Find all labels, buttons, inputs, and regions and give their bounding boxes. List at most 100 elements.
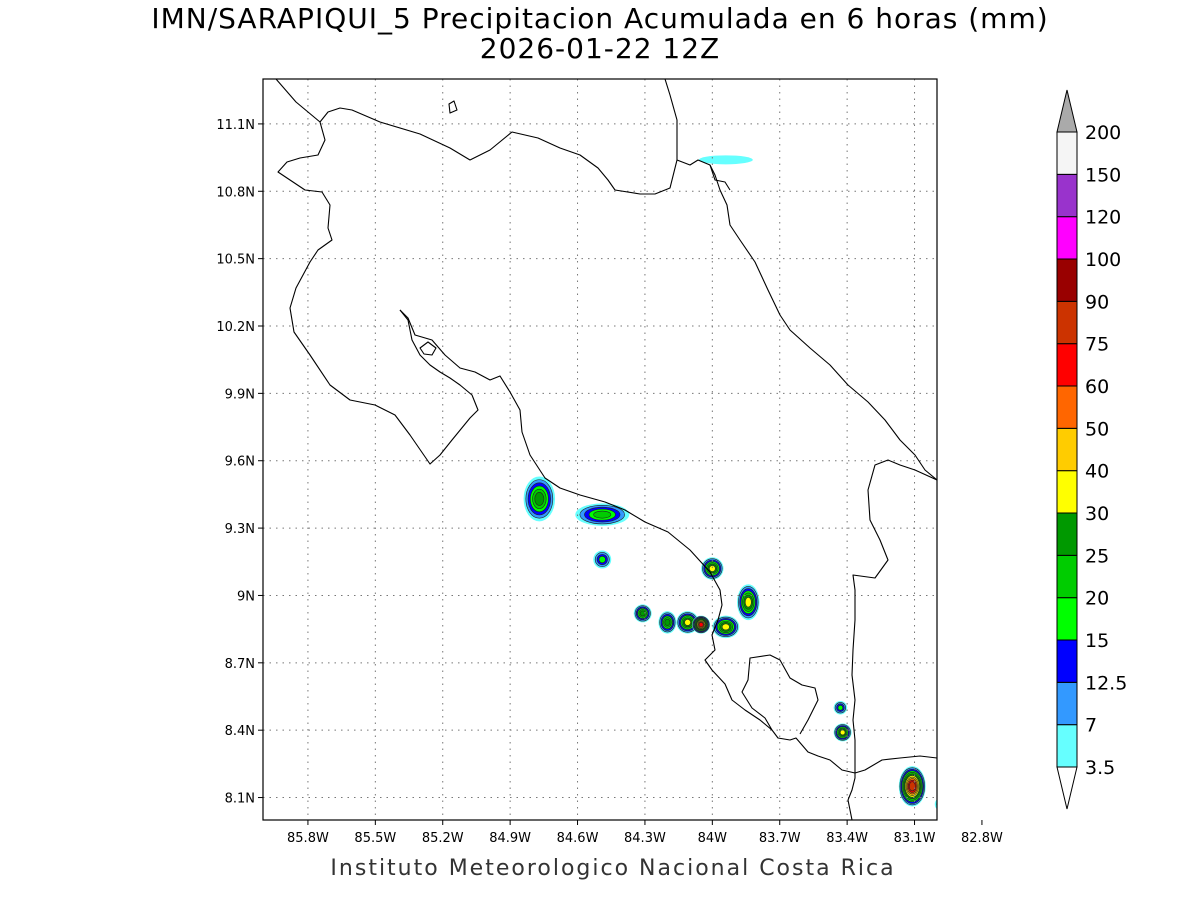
lon-tick-label: 83.7W bbox=[759, 831, 801, 846]
colorbar-swatch bbox=[1056, 512, 1078, 556]
colorbar-level-label: 25 bbox=[1085, 545, 1109, 567]
colorbar-level-label: 15 bbox=[1085, 630, 1109, 652]
colorbar-swatch bbox=[1056, 639, 1078, 683]
precip-cell bbox=[658, 611, 677, 634]
colorbar-swatch bbox=[1056, 343, 1078, 387]
colorbar-level-label: 200 bbox=[1085, 122, 1121, 144]
colorbar-level-label: 20 bbox=[1085, 588, 1109, 610]
precip-cell bbox=[737, 584, 760, 621]
precip-cell bbox=[575, 503, 630, 526]
lat-tick-label: 10.5N bbox=[216, 253, 255, 268]
colorbar-high-triangle bbox=[1056, 89, 1078, 133]
precip-contour bbox=[721, 623, 730, 631]
lon-tick-label: 83.1W bbox=[894, 831, 936, 846]
lat-tick-label: 8.7N bbox=[225, 657, 255, 672]
lat-tick-label: 10.2N bbox=[216, 320, 255, 335]
lon-tick-label: 84.6W bbox=[557, 831, 599, 846]
colorbar-swatch bbox=[1056, 470, 1078, 514]
lat-tick-label: 9.6N bbox=[225, 455, 255, 470]
precip-contour bbox=[993, 292, 1011, 301]
precip-contour bbox=[744, 597, 752, 608]
colorbar-level-label: 30 bbox=[1085, 503, 1109, 525]
map-frame bbox=[262, 78, 938, 821]
precip-contour bbox=[684, 619, 691, 626]
caribbean-coast bbox=[676, 159, 937, 481]
lon-tick-label: 85.8W bbox=[287, 831, 329, 846]
colorbar-swatch bbox=[1056, 385, 1078, 429]
colorbar-level-label: 40 bbox=[1085, 461, 1109, 483]
lon-tick-label: 84.9W bbox=[489, 831, 531, 846]
colorbar-swatch bbox=[1056, 216, 1078, 260]
map-title: IMN/SARAPIQUI_5 Precipitacion Acumulada … bbox=[151, 2, 1049, 35]
precip-contour bbox=[936, 801, 937, 807]
colorbar-level-label: 12.5 bbox=[1085, 672, 1127, 694]
precip-contour bbox=[664, 618, 671, 626]
colorbar-swatch bbox=[1056, 554, 1078, 599]
map-subtitle-datetime: 2026-01-22 12Z bbox=[479, 32, 721, 65]
colorbar-level-label: 50 bbox=[1085, 418, 1109, 440]
lat-tick-label: 9.9N bbox=[225, 387, 255, 402]
precip-contour bbox=[534, 492, 545, 506]
lat-tick-label: 11.1N bbox=[216, 118, 255, 133]
lat-tick-label: 9N bbox=[237, 589, 255, 604]
lon-tick-label: 83.4W bbox=[826, 831, 868, 846]
lon-tick-label: 85.5W bbox=[354, 831, 396, 846]
osa-peninsula bbox=[741, 654, 819, 735]
lon-tick-label: 84.3W bbox=[624, 831, 666, 846]
precip-cell bbox=[712, 615, 740, 639]
precip-contour bbox=[839, 729, 846, 736]
axis-ticks: 85.8W 85.5W 85.2W 84.9W 84.6W 84.3W 84W 83.7W 83… bbox=[216, 118, 1003, 846]
precip-cell bbox=[593, 550, 612, 569]
precip-cell bbox=[692, 615, 711, 634]
precip-cell bbox=[898, 766, 926, 807]
precip-contour bbox=[593, 510, 612, 519]
precip-contour bbox=[708, 565, 716, 572]
precip-contour bbox=[939, 801, 945, 807]
lon-tick-label: 85.2W bbox=[422, 831, 464, 846]
precip-cell bbox=[633, 604, 652, 623]
lon-tick-label: 84W bbox=[698, 831, 728, 846]
colorbar-swatch bbox=[1056, 681, 1078, 726]
colorbar-level-label: 120 bbox=[1085, 207, 1121, 229]
colorbar-level-label: 75 bbox=[1085, 334, 1109, 356]
lat-tick-label: 8.4N bbox=[225, 724, 255, 739]
colorbar-level-label: 150 bbox=[1085, 164, 1121, 186]
precip-contour bbox=[598, 555, 606, 564]
nicoya-gulf-island bbox=[419, 341, 437, 356]
coastlines-and-borders bbox=[275, 79, 937, 820]
precipitation-layer bbox=[523, 155, 1011, 810]
lat-tick-label: 9.3N bbox=[225, 522, 255, 537]
colorbar-level-label: 7 bbox=[1085, 715, 1097, 737]
precip-cell bbox=[833, 700, 848, 715]
precip-cell bbox=[523, 476, 556, 522]
pacific-coast bbox=[399, 309, 937, 774]
colorbar-swatch bbox=[1056, 258, 1078, 302]
precip-contour bbox=[950, 315, 963, 324]
nicaragua-lake-coast bbox=[275, 79, 678, 195]
lake-island bbox=[448, 100, 458, 114]
colorbar-swatch bbox=[1056, 131, 1078, 175]
precip-contour bbox=[908, 781, 916, 792]
colorbar-level-label: 60 bbox=[1085, 376, 1109, 398]
colorbar-swatch bbox=[1056, 427, 1078, 472]
precip-cell bbox=[833, 723, 852, 742]
panama-border-south bbox=[847, 799, 853, 820]
border-spur bbox=[709, 164, 731, 191]
graticule bbox=[263, 79, 937, 820]
colorbar-level-label: 100 bbox=[1085, 249, 1121, 271]
colorbar-legend: 3.5 7 12.5 15 20 25 30 40 50 60 75 90 100 120 150 200 bbox=[1056, 89, 1127, 810]
precip-cell bbox=[950, 315, 963, 324]
northwest-border bbox=[277, 121, 479, 465]
colorbar-swatch bbox=[1056, 724, 1078, 768]
panama-border bbox=[847, 459, 937, 801]
lon-tick-label: 82.8W bbox=[961, 831, 1003, 846]
colorbar-level-label: 3.5 bbox=[1085, 757, 1115, 779]
lat-tick-label: 8.1N bbox=[225, 792, 255, 807]
colorbar-swatch bbox=[1056, 597, 1078, 641]
precip-cell bbox=[698, 155, 753, 165]
colorbar-low-triangle bbox=[1056, 766, 1078, 810]
precip-contour bbox=[698, 155, 753, 165]
precip-contour bbox=[698, 622, 704, 628]
precip-cell bbox=[993, 292, 1011, 301]
